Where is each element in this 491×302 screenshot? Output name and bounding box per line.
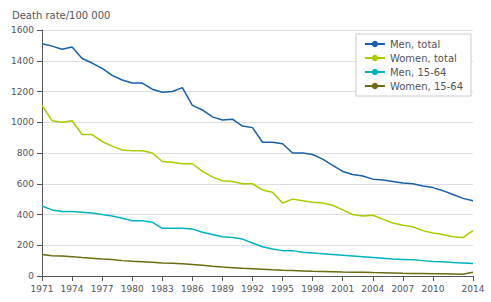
- svg-text:1971: 1971: [31, 284, 54, 294]
- svg-text:2007: 2007: [391, 284, 414, 294]
- svg-text:1983: 1983: [151, 284, 174, 294]
- svg-text:Women, 15-64: Women, 15-64: [390, 81, 463, 92]
- svg-text:1995: 1995: [271, 284, 294, 294]
- svg-text:1977: 1977: [91, 284, 114, 294]
- svg-text:1200: 1200: [11, 87, 34, 97]
- svg-text:800: 800: [17, 148, 34, 158]
- svg-text:1974: 1974: [61, 284, 84, 294]
- svg-text:1998: 1998: [301, 284, 324, 294]
- svg-text:Men, 15-64: Men, 15-64: [390, 67, 447, 78]
- svg-text:1989: 1989: [211, 284, 234, 294]
- svg-text:Men, total: Men, total: [390, 39, 440, 50]
- svg-text:1400: 1400: [11, 56, 34, 66]
- svg-text:1000: 1000: [11, 117, 34, 127]
- svg-text:2001: 2001: [331, 284, 354, 294]
- svg-text:1980: 1980: [121, 284, 144, 294]
- svg-text:400: 400: [17, 210, 34, 220]
- svg-text:Death rate/100 000: Death rate/100 000: [12, 10, 110, 21]
- svg-text:0: 0: [28, 271, 34, 281]
- svg-text:600: 600: [17, 179, 34, 189]
- svg-text:Women, total: Women, total: [390, 53, 457, 64]
- svg-text:1992: 1992: [241, 284, 264, 294]
- svg-text:2010: 2010: [421, 284, 444, 294]
- svg-text:2014: 2014: [462, 284, 485, 294]
- svg-text:2004: 2004: [361, 284, 384, 294]
- svg-text:1600: 1600: [11, 25, 34, 35]
- svg-text:200: 200: [17, 240, 34, 250]
- svg-text:1986: 1986: [181, 284, 204, 294]
